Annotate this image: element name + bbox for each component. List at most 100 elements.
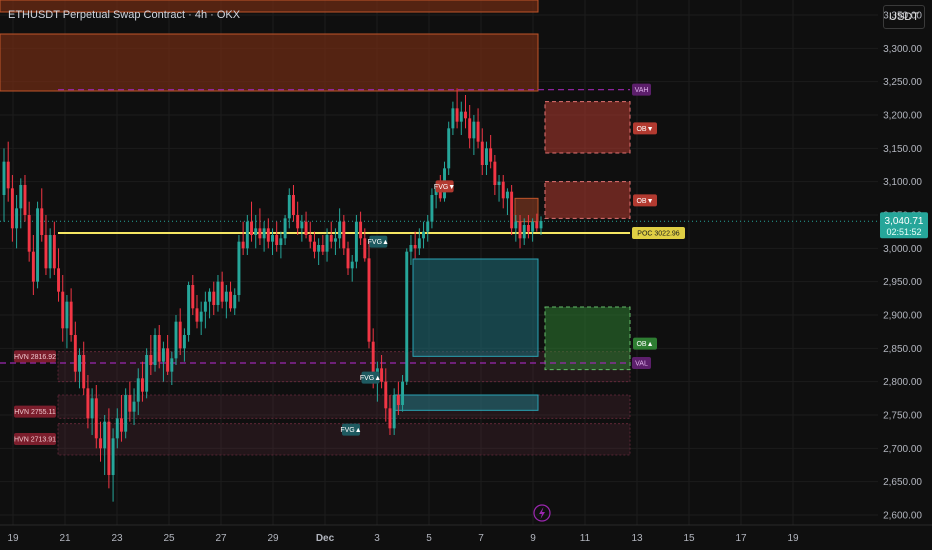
- candle: [191, 275, 195, 315]
- candle: [120, 395, 123, 442]
- candle: [283, 215, 287, 245]
- candle: [505, 188, 509, 215]
- time-tick-label: 11: [580, 533, 591, 544]
- candle-body: [19, 185, 23, 209]
- candle: [103, 415, 107, 475]
- price-tick-label: 3,350.00: [883, 11, 922, 22]
- candle-body: [539, 221, 543, 229]
- time-tick-label: 25: [163, 533, 175, 544]
- candle-body: [384, 381, 388, 409]
- candle: [182, 328, 186, 362]
- candle-body: [161, 348, 165, 362]
- candle-body: [191, 285, 195, 309]
- candle: [430, 188, 434, 229]
- price-tick-label: 2,850.00: [883, 344, 922, 355]
- candle: [472, 115, 476, 155]
- price-tick-label: 2,700.00: [883, 444, 922, 455]
- lightning-icon: [533, 504, 551, 522]
- candle: [99, 421, 102, 462]
- candle-body: [354, 221, 358, 262]
- order-block-label-text: OB▼: [636, 198, 653, 205]
- candle-body: [128, 395, 132, 412]
- candle-body: [166, 348, 170, 372]
- candle-body: [304, 221, 308, 235]
- order-block-label: OB▼: [633, 194, 657, 207]
- candle: [245, 215, 249, 255]
- candle: [208, 288, 212, 319]
- currency-unit-button[interactable]: USDT: [883, 5, 925, 29]
- candle: [384, 368, 388, 422]
- bar-countdown: 02:51:52: [886, 227, 921, 237]
- candle-body: [271, 235, 274, 242]
- vah-label-bg: [632, 83, 651, 96]
- candle: [157, 325, 161, 369]
- candle: [136, 368, 140, 415]
- candle: [36, 201, 40, 289]
- candle: [308, 221, 312, 249]
- order-block-label: OB▼: [633, 122, 657, 135]
- price-tick-label: 2,600.00: [883, 511, 922, 522]
- price-tick-label: 2,750.00: [883, 411, 922, 422]
- candle-body: [401, 381, 405, 405]
- time-axis: 19 21 23 25 27 29 Dec 3 5 7 9 11 13 15 17 19: [0, 504, 932, 544]
- candle-body: [220, 281, 224, 302]
- candle: [363, 228, 367, 262]
- candle-body: [107, 421, 111, 475]
- candle: [531, 218, 535, 242]
- candle-body: [44, 235, 48, 269]
- candle: [426, 215, 430, 242]
- candle-body: [157, 335, 161, 362]
- fvg-marker-bg: [369, 235, 388, 248]
- candle: [329, 221, 333, 249]
- candle-body: [484, 148, 488, 165]
- time-tick-label: 19: [787, 533, 799, 544]
- candle: [212, 281, 216, 315]
- candle-body: [405, 251, 409, 382]
- candle: [317, 238, 321, 265]
- candle: [229, 281, 233, 312]
- price-tick-label: 2,650.00: [883, 477, 922, 488]
- candle: [111, 428, 115, 502]
- candle: [31, 235, 35, 295]
- candle-body: [36, 208, 40, 282]
- fvg-zone: [393, 394, 539, 411]
- candle: [405, 248, 409, 385]
- lightning-icon-bolt: [539, 507, 545, 519]
- candle-body: [317, 245, 321, 252]
- candle: [65, 295, 69, 349]
- candle-body: [216, 281, 220, 305]
- candle: [271, 228, 274, 255]
- candle-body: [178, 321, 182, 349]
- val-label: VAL: [632, 357, 651, 369]
- candle-body: [464, 111, 467, 119]
- candle-body: [78, 355, 81, 372]
- candle: [455, 88, 459, 129]
- time-tick-label: 23: [111, 533, 123, 544]
- candle: [325, 228, 329, 262]
- candle-body: [342, 221, 346, 249]
- last-price-bg: [880, 212, 928, 239]
- poc-label-bg: [632, 227, 685, 240]
- candle-series: [2, 88, 543, 502]
- candle: [140, 361, 144, 402]
- candle-body: [329, 235, 333, 242]
- candle: [518, 215, 522, 249]
- candle-body: [430, 195, 434, 222]
- candle: [73, 321, 77, 382]
- hvn-label-bg: [14, 350, 56, 363]
- candle: [258, 208, 262, 245]
- candle-body: [417, 238, 421, 249]
- candle: [468, 105, 472, 149]
- candle-body: [266, 228, 270, 242]
- order-block-label-bg: [633, 337, 657, 350]
- candle-body: [254, 228, 258, 235]
- candle-body: [136, 378, 140, 402]
- candle: [241, 221, 245, 255]
- candle: [174, 315, 178, 365]
- candle: [187, 281, 191, 342]
- hvn-label-bg: [14, 433, 56, 446]
- candle: [128, 381, 132, 422]
- candle: [10, 175, 14, 242]
